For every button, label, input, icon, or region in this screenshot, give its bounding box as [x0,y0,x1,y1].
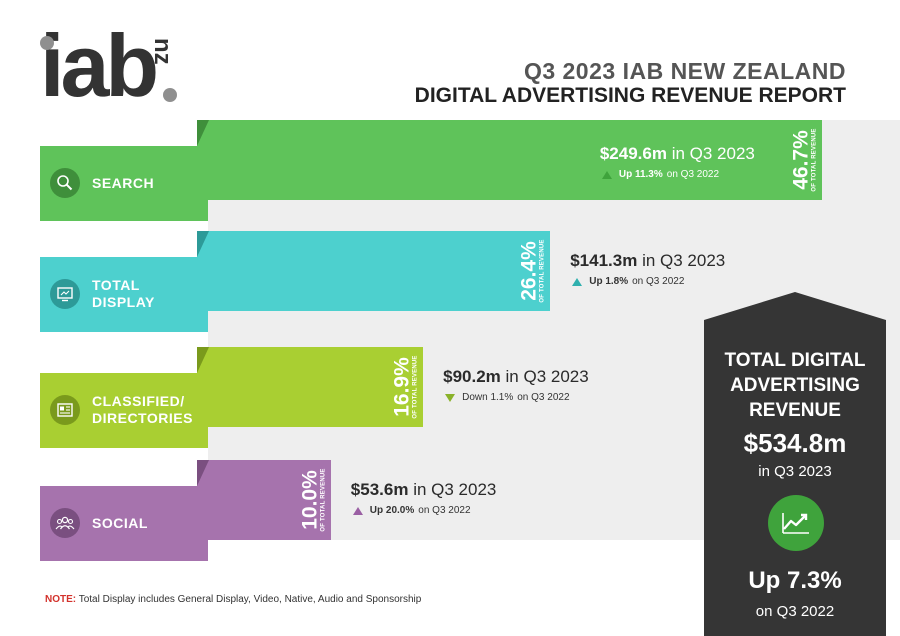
change-value: Down 1.1% [462,392,514,403]
change-period: on Q3 2022 [666,169,720,180]
footnote-label: NOTE: [45,594,77,605]
amount-label-1: $141.3m in Q3 2023 [570,251,725,271]
amount-period: in Q3 2023 [413,480,497,499]
category-label-line: SEARCH [92,175,155,191]
trend-up-icon [768,495,824,551]
percent-caption: OF TOTAL REVENUE [320,468,327,532]
amount-value: $249.6m [599,144,667,163]
monitor-icon [50,279,80,309]
percent-value: 16.9% [390,357,414,417]
up-arrow-icon [352,506,370,515]
change-period: on Q3 2022 [632,276,685,287]
category-label-line: CLASSIFIED/ [92,393,185,409]
category-label-0: SEARCH [92,175,154,192]
percent-label-1: 26.4% OF TOTAL REVENUE [518,231,548,311]
change-value: Up 20.0% [369,505,415,516]
percent-value: 46.7% [789,130,813,190]
total-revenue-box [704,292,886,636]
newspaper-icon [50,395,80,425]
percent-label-3: 10.0% OF TOTAL REVENUE [298,460,329,540]
bar-fold-1 [197,231,209,257]
change-period: on Q3 2022 [517,392,570,403]
change-value: Up 1.8% [589,276,629,287]
amount-value: $53.6m [350,480,409,499]
change-label-3: Up 20.0% on Q3 2022 [352,505,471,516]
change-value: Up 11.3% [618,169,663,180]
change-label-1: Up 1.8% on Q3 2022 [572,276,684,287]
logo-nz: nz [149,38,176,65]
bar-fold-3 [197,460,209,486]
bar-1 [197,231,551,311]
bar-2 [197,347,424,427]
total-change-period: on Q3 2022 [755,603,835,620]
percent-caption: OF TOTAL REVENUE [539,239,546,303]
total-title-line1: TOTAL DIGITAL [724,350,866,371]
up-arrow-icon [572,277,589,286]
category-label-2: CLASSIFIED/DIRECTORIES [92,393,193,427]
total-title: TOTAL DIGITAL ADVERTISING REVENUE [704,348,886,423]
report-title-line1: Q3 2023 IAB NEW ZEALAND [523,58,846,84]
amount-value: $141.3m [570,251,638,270]
change-period: on Q3 2022 [418,505,471,516]
percent-value: 10.0% [298,470,322,530]
amount-value: $90.2m [443,367,501,386]
people-icon [50,508,80,538]
category-label-1: TOTAL DISPLAY [92,277,155,311]
amount-label-0: $249.6m in Q3 2023 [600,144,755,164]
category-label-line: SOCIAL [92,515,148,531]
total-title-line3: REVENUE [749,400,841,421]
amount-label-2: $90.2m in Q3 2023 [443,367,589,387]
percent-label-0: 46.7% OF TOTAL REVENUE [789,120,820,200]
total-change: Up 7.3% [748,567,842,594]
category-label-3: SOCIAL [92,515,148,532]
search-icon [50,168,80,198]
amount-period: in Q3 2023 [671,144,755,163]
total-amount: $534.8m [743,428,847,458]
category-label-line: DIRECTORIES [92,410,193,426]
bar-fold-0 [197,120,209,146]
percent-value: 26.4% [517,241,541,301]
logo-dot-bottom [163,88,177,102]
report-title-line2: DIGITAL ADVERTISING REVENUE REPORT [414,84,846,107]
logo-dot-top [40,36,54,50]
total-period: in Q3 2023 [758,463,832,480]
amount-period: in Q3 2023 [642,251,726,270]
change-label-2: Down 1.1% on Q3 2022 [445,392,570,403]
bar-fold-2 [197,347,209,373]
footnote: NOTE: Total Display includes General Dis… [45,594,421,605]
up-arrow-icon [601,170,619,179]
change-label-0: Up 11.3% on Q3 2022 [601,169,720,180]
percent-caption: OF TOTAL REVENUE [811,128,818,192]
amount-period: in Q3 2023 [505,367,589,386]
bar-0 [197,120,822,200]
percent-caption: OF TOTAL REVENUE [412,355,419,419]
bar-3 [197,460,331,540]
percent-label-2: 16.9% OF TOTAL REVENUE [391,347,421,427]
amount-label-3: $53.6m in Q3 2023 [351,480,497,500]
footnote-text: Total Display includes General Display, … [78,594,422,605]
down-arrow-icon [445,393,462,402]
category-label-line: DISPLAY [92,294,155,310]
category-label-line: TOTAL [92,277,140,293]
total-title-line2: ADVERTISING [730,375,860,396]
iab-logo: iab [40,16,159,115]
